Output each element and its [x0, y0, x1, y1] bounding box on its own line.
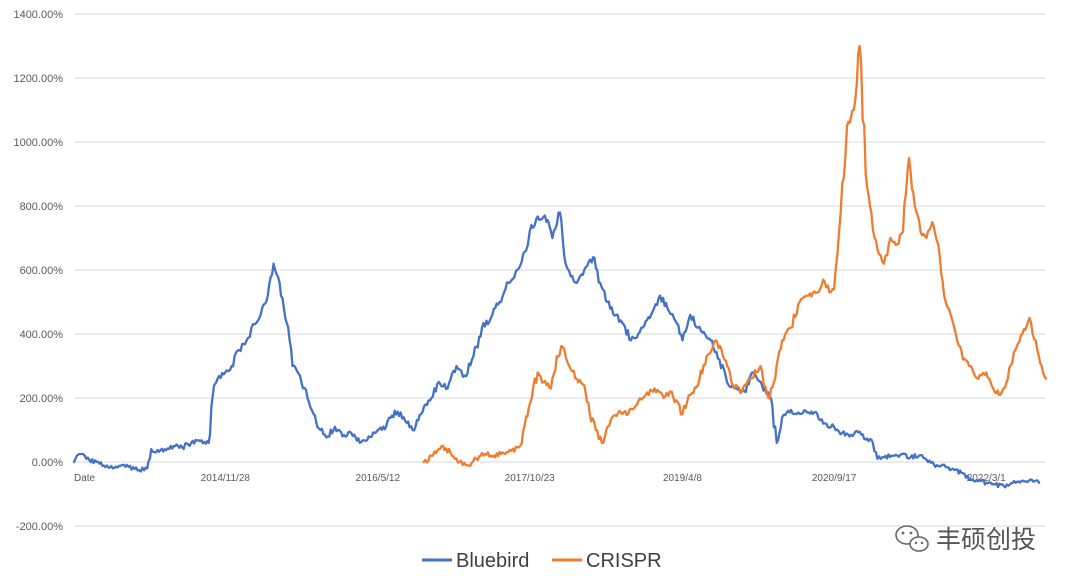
x-tick-label: 2020/9/17 [812, 473, 857, 484]
y-tick-label: 1000.00% [13, 137, 63, 149]
y-tick-label: 1200.00% [13, 73, 63, 85]
y-tick-label: 1400.00% [13, 9, 63, 21]
watermark-text: 丰硕创投 [936, 525, 1036, 554]
wechat-logo-icon [895, 525, 929, 552]
x-tick-label: 2014/11/28 [201, 473, 251, 484]
y-axis-tick-labels: -200.00% 0.00% 200.00% 400.00% 600.00% 800.00… [13, 9, 63, 533]
series-line-crispr [422, 44, 1048, 467]
y-tick-label: 0.00% [32, 457, 63, 469]
y-tick-label: 400.00% [20, 329, 64, 341]
y-tick-label: 800.00% [20, 201, 64, 213]
x-tick-label: 2016/5/12 [356, 473, 401, 484]
y-tick-label: -200.00% [16, 521, 63, 533]
x-tick-label: 2017/10/23 [505, 473, 555, 484]
x-axis-tick-labels: Date 2014/11/28 2016/5/12 2017/10/23 2019/4/… [74, 473, 1006, 484]
legend-label-bluebird: Bluebird [456, 550, 529, 572]
series-line-bluebird [72, 211, 1041, 489]
legend-label-crispr: CRISPR [586, 550, 662, 572]
series-lines [72, 44, 1048, 489]
y-tick-label: 600.00% [20, 265, 64, 277]
x-tick-label: Date [74, 473, 96, 484]
x-tick-label: 2022/3/1 [967, 473, 1006, 484]
watermark: 丰硕创投 [895, 525, 1036, 554]
y-tick-label: 200.00% [20, 393, 64, 405]
gridlines [74, 13, 1046, 527]
legend: Bluebird CRISPR [422, 550, 662, 572]
x-tick-label: 2019/4/8 [663, 473, 702, 484]
